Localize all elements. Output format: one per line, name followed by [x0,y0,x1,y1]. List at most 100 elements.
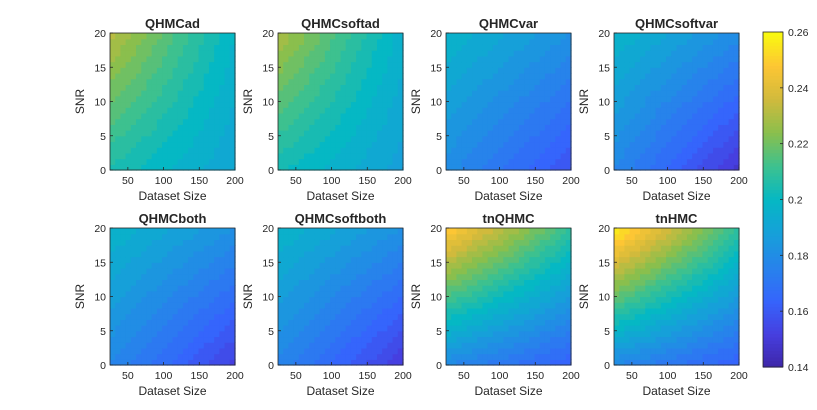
heatmap-cell [614,67,620,74]
heatmap-cell [446,72,452,80]
heatmap-cell [366,313,373,320]
heatmap-cell [645,152,652,160]
heatmap-cell [309,262,316,269]
heatmap-cell [366,319,373,326]
heatmap-cell [177,228,184,235]
heatmap-cell [508,325,515,332]
heatmap-cell [177,158,184,165]
heatmap-cell [461,44,468,51]
heatmap-cell [319,279,326,286]
heatmap-cell [219,307,226,315]
heatmap-cell [461,107,468,114]
heatmap-cell [524,290,530,298]
heatmap-cell [188,353,194,360]
heatmap-cell [702,50,709,57]
heatmap-cell [487,330,494,338]
heatmap-cell [219,118,226,125]
heatmap-cell [350,84,357,91]
heatmap-cell [156,33,163,40]
heatmap-cell [477,262,484,269]
heatmap-cell [524,84,530,91]
heatmap-cell [712,342,719,349]
heatmap-cell [182,164,189,171]
heatmap-cell [356,262,362,269]
heatmap-cell [177,336,184,343]
colorbar-segment [763,172,783,177]
heatmap-cell [376,353,383,360]
heatmap-cell [392,239,399,246]
heatmap-cell [193,33,200,40]
heatmap-cell [229,233,236,241]
heatmap-cell [324,61,331,68]
heatmap-cell [498,158,504,165]
heatmap-cell [115,152,122,160]
heatmap-cell [534,50,541,57]
heatmap-cell [728,347,735,355]
y-tick-label: 20 [430,223,442,235]
heatmap-cell [666,296,672,303]
heatmap-cell [692,353,698,360]
heatmap-cell [707,330,714,338]
heatmap-cell [304,107,310,114]
heatmap-cell [141,55,148,63]
heatmap-cell [392,147,399,154]
heatmap-cell [513,256,520,263]
x-tick-label: 150 [695,175,713,187]
heatmap-cell [345,262,352,269]
heatmap-cell [712,267,719,275]
heatmap-cell [446,336,452,343]
heatmap-cell [340,250,347,258]
heatmap-cell [544,38,551,46]
heatmap-cell [529,152,536,160]
heatmap-cell [733,61,740,68]
heatmap-cell [503,55,510,63]
heatmap-cell [382,267,388,275]
heatmap-cell [676,279,683,286]
heatmap-cell [278,233,284,241]
heatmap-cell [345,55,352,63]
heatmap-cell [550,130,556,137]
heatmap-cell [477,67,484,74]
heatmap-cell [298,147,305,154]
heatmap-cell [193,38,200,46]
heatmap-cell [188,359,194,366]
heatmap-cell [482,233,489,241]
heatmap-cell [686,233,693,241]
heatmap-cell [182,118,189,125]
heatmap-cell [619,313,626,320]
heatmap-cell [397,55,404,63]
heatmap-cell [309,158,316,165]
heatmap-cell [188,78,194,85]
heatmap-cell [681,107,688,114]
heatmap-cell [518,319,525,326]
heatmap-cell [371,296,378,303]
heatmap-cell [309,78,316,85]
colorbar-tick-label: 0.18 [788,250,809,262]
heatmap-cell [544,90,551,97]
heatmap-cell [624,90,631,97]
heatmap-cell [330,33,336,40]
heatmap-cell [534,336,541,343]
heatmap-cell [146,158,153,165]
heatmap-cell [214,245,220,252]
heatmap-cell [298,118,305,125]
heatmap-cell [376,90,383,97]
heatmap-cell [681,285,688,292]
heatmap-cell [733,307,740,315]
heatmap-cell [681,307,688,315]
heatmap-cell [229,67,236,74]
heatmap-cell [115,342,122,349]
heatmap-cell [229,353,236,360]
heatmap-cell [466,107,473,114]
heatmap-cell [356,296,362,303]
heatmap-cell [529,233,536,241]
heatmap-cell [356,342,362,349]
heatmap-cell [524,33,530,40]
heatmap-cell [645,239,652,246]
heatmap-cell [619,330,626,338]
heatmap-cell [304,353,310,360]
heatmap-cell [560,55,567,63]
heatmap-cell [172,135,179,143]
heatmap-cell [712,353,719,360]
